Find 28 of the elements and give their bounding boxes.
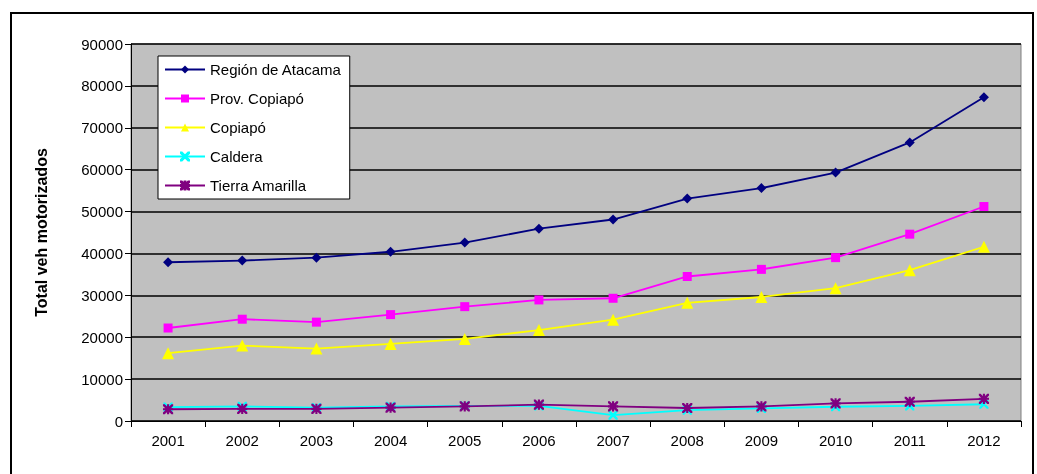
x-tick-label: 2005 bbox=[448, 432, 482, 449]
y-tick-label: 10000 bbox=[81, 370, 123, 388]
legend-label: Tierra Amarilla bbox=[210, 177, 307, 194]
y-tick-label: 80000 bbox=[81, 77, 123, 95]
x-tick-label: 2007 bbox=[596, 432, 630, 449]
x-tick-label: 2001 bbox=[151, 432, 185, 449]
x-tick-label: 2008 bbox=[670, 432, 704, 449]
x-tick-label: 2002 bbox=[225, 432, 259, 449]
y-tick-label: 50000 bbox=[81, 203, 123, 221]
y-tick-label: 70000 bbox=[81, 119, 123, 137]
y-tick-label: 20000 bbox=[81, 328, 123, 346]
x-tick-label: 2011 bbox=[893, 432, 926, 449]
legend-label: Caldera bbox=[210, 148, 264, 165]
x-tick-label: 2006 bbox=[522, 432, 556, 449]
y-tick-label: 90000 bbox=[81, 35, 123, 53]
y-tick-label: 40000 bbox=[81, 244, 123, 262]
y-tick-label: 30000 bbox=[81, 286, 123, 304]
y-tick-label: 60000 bbox=[81, 161, 123, 179]
x-tick-label: 2009 bbox=[744, 432, 779, 449]
x-tick-label: 2012 bbox=[967, 432, 1001, 449]
x-tick-label: 2003 bbox=[299, 432, 334, 449]
legend-label: Copiapó bbox=[210, 119, 266, 136]
y-tick-label: 0 bbox=[114, 412, 123, 430]
legend-label: Prov. Copiapó bbox=[210, 90, 304, 107]
x-tick-label: 2004 bbox=[373, 432, 408, 449]
x-tick-label: 2010 bbox=[818, 432, 853, 449]
y-axis-title: Total veh motorizados bbox=[32, 148, 50, 317]
legend-label: Región de Atacama bbox=[210, 61, 342, 78]
